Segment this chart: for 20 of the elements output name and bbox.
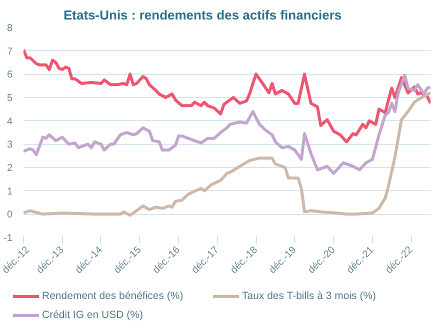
y-tick-label: 7 [6,46,13,58]
y-tick-label: 0 [6,210,13,221]
legend-item: Taux des T-bills à 3 mois (%) [213,289,413,304]
line-series [24,91,430,217]
legend-label: Crédit IG en USD (%) [42,309,143,321]
legend-item: Crédit IG en USD (%) [13,308,213,323]
legend-label: Rendement des bénéfices (%) [42,290,184,302]
chart-title: Etats-Unis : rendements des actifs financiers [64,8,342,22]
y-tick-label: 8 [6,23,13,34]
line-series [24,48,430,144]
legend-item: Rendement des bénéfices (%) [13,289,213,304]
y-tick-label: 4 [6,116,13,128]
y-tick-label: 3 [6,140,13,151]
y-tick-label: -1 [4,233,13,244]
y-tick-label: 2 [6,163,13,174]
y-tick-label: 1 [6,186,13,198]
line-series [24,74,430,175]
y-tick-label: 5 [6,93,13,104]
legend-label: Taux des T-bills à 3 mois (%) [242,290,376,302]
y-tick-label: 6 [6,70,13,81]
